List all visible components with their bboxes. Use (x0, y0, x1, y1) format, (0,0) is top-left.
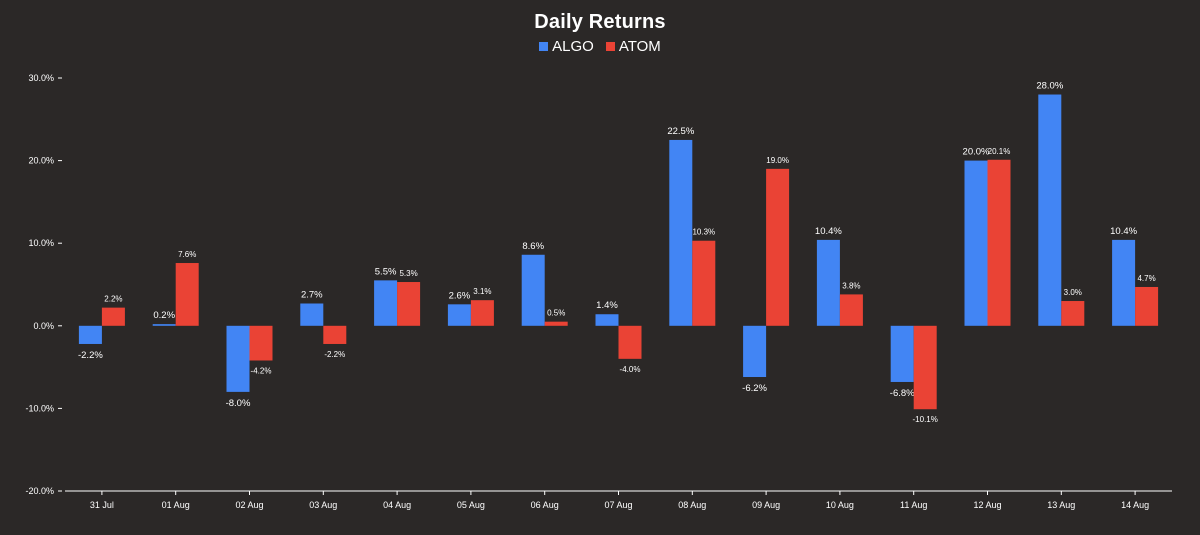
chart-title: Daily Returns (534, 11, 666, 33)
bar-algo[interactable] (743, 325, 767, 378)
bar-algo[interactable] (669, 139, 693, 326)
data-label-atom: 2.2% (104, 295, 122, 304)
data-label-atom: 3.1% (473, 287, 491, 296)
bar-atom[interactable] (397, 282, 421, 326)
bar-algo[interactable] (374, 280, 398, 326)
bar-algo[interactable] (226, 325, 250, 392)
x-tick-label: 02 Aug (235, 500, 263, 510)
x-tick-label: 07 Aug (604, 500, 632, 510)
bar-algo[interactable] (816, 239, 840, 326)
data-label-atom: 4.7% (1137, 274, 1155, 283)
x-tick-label: 13 Aug (1047, 500, 1075, 510)
x-tick-label: 31 Jul (90, 500, 114, 510)
data-label-algo: 0.2% (153, 310, 175, 321)
bar-atom[interactable] (913, 325, 937, 410)
data-label-algo: 2.7% (301, 289, 323, 300)
bar-atom[interactable] (766, 168, 790, 326)
y-tick-label: 10.0% (28, 238, 54, 248)
x-tick-label: 12 Aug (973, 500, 1001, 510)
data-label-atom: -4.0% (620, 365, 641, 374)
data-label-algo: 8.6% (522, 241, 544, 252)
legend-item-algo[interactable]: ALGO (539, 38, 594, 55)
legend-label-atom: ATOM (618, 38, 661, 55)
x-tick-label: 10 Aug (826, 500, 854, 510)
bar-algo[interactable] (447, 304, 471, 326)
legend-swatch-atom (605, 42, 615, 51)
bar-atom[interactable] (323, 325, 347, 344)
data-label-algo: 5.5% (375, 266, 397, 277)
bar-atom[interactable] (1135, 286, 1159, 326)
data-label-atom: 10.3% (692, 228, 715, 237)
data-label-algo: -8.0% (226, 398, 251, 409)
data-label-algo: -6.2% (742, 383, 767, 394)
data-label-algo: -6.8% (890, 388, 915, 399)
bar-algo[interactable] (890, 325, 914, 382)
data-label-algo: 20.0% (963, 147, 990, 158)
chart-legend: ALGO ATOM (0, 38, 1200, 55)
bar-algo[interactable] (1038, 94, 1062, 326)
data-label-algo: 2.6% (449, 290, 471, 301)
bar-algo[interactable] (1112, 239, 1136, 326)
x-tick-label: 06 Aug (531, 500, 559, 510)
data-label-algo: 1.4% (596, 300, 618, 311)
x-tick-label: 08 Aug (678, 500, 706, 510)
data-label-atom: -10.1% (913, 415, 938, 424)
data-label-algo: 10.4% (1110, 226, 1137, 237)
data-label-atom: 3.8% (842, 281, 860, 290)
y-tick-label: 0.0% (33, 321, 54, 331)
x-tick-label: 14 Aug (1121, 500, 1149, 510)
y-tick-label: -10.0% (25, 403, 54, 413)
bar-atom[interactable] (470, 300, 494, 326)
x-tick-label: 09 Aug (752, 500, 780, 510)
data-label-algo: 28.0% (1036, 81, 1063, 92)
bar-atom[interactable] (1061, 301, 1085, 326)
x-tick-label: 11 Aug (900, 500, 927, 510)
data-label-atom: -2.2% (324, 350, 345, 359)
bar-algo[interactable] (78, 325, 102, 344)
legend-label-algo: ALGO (552, 38, 594, 55)
bar-algo[interactable] (964, 160, 988, 326)
bar-algo[interactable] (595, 314, 619, 326)
legend-item-atom[interactable]: ATOM (605, 38, 661, 55)
bar-atom[interactable] (175, 263, 199, 326)
data-label-atom: 3.0% (1064, 288, 1082, 297)
bar-atom[interactable] (692, 240, 716, 326)
data-label-algo: -2.2% (78, 350, 103, 361)
data-label-atom: 19.0% (766, 156, 789, 165)
data-label-atom: 0.5% (547, 309, 565, 318)
x-tick-label: 04 Aug (383, 500, 411, 510)
bar-algo[interactable] (152, 324, 176, 326)
x-tick-label: 05 Aug (457, 500, 485, 510)
bar-atom[interactable] (618, 325, 642, 359)
x-tick-label: 01 Aug (162, 500, 190, 510)
data-label-atom: 5.3% (399, 269, 417, 278)
bar-atom[interactable] (839, 294, 863, 326)
y-tick-label: 20.0% (28, 156, 54, 166)
y-tick-label: -20.0% (25, 486, 54, 496)
legend-swatch-algo (539, 42, 549, 51)
data-label-atom: 20.1% (988, 147, 1011, 156)
x-tick-label: 03 Aug (309, 500, 337, 510)
data-label-algo: 22.5% (667, 126, 694, 137)
data-label-atom: -4.2% (251, 366, 272, 375)
bar-atom[interactable] (249, 325, 273, 361)
bar-atom[interactable] (101, 307, 125, 326)
bar-atom[interactable] (987, 159, 1011, 326)
y-tick-label: 30.0% (28, 73, 54, 83)
bar-algo[interactable] (521, 254, 545, 326)
data-label-algo: 10.4% (815, 226, 842, 237)
data-label-atom: 7.6% (178, 250, 196, 259)
bar-atom[interactable] (544, 321, 568, 326)
bar-algo[interactable] (300, 303, 324, 326)
